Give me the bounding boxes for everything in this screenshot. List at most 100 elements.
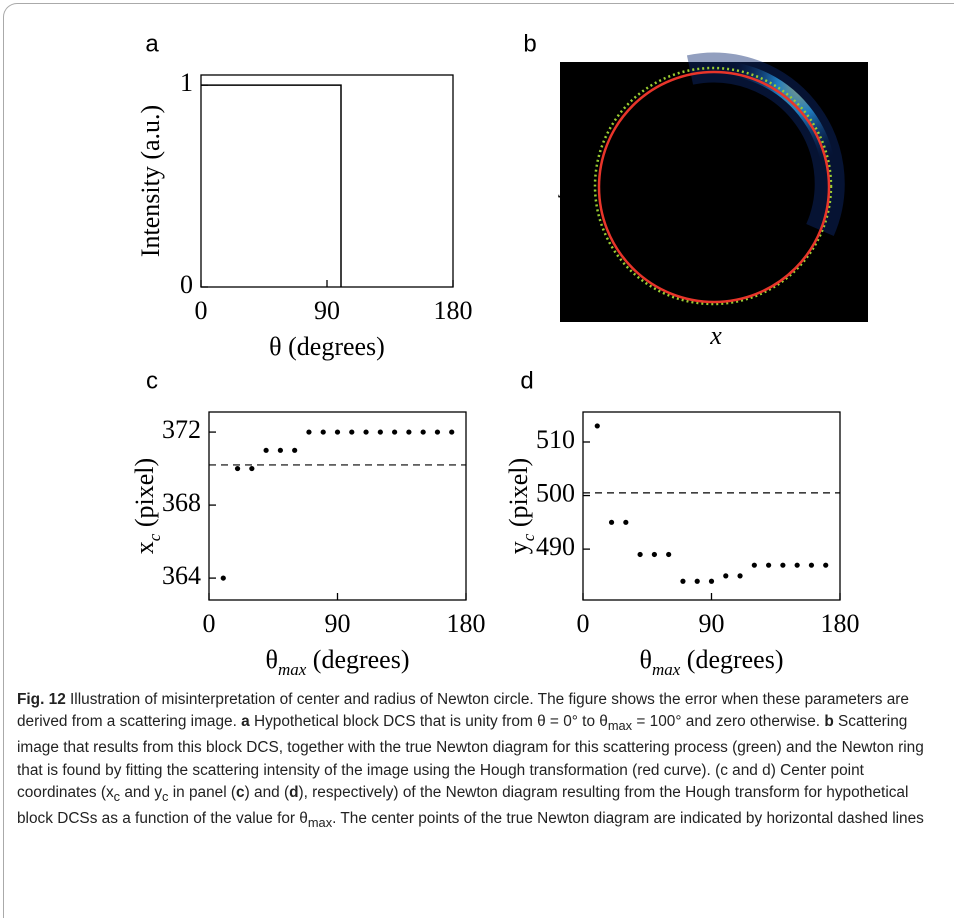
x-tick-label: 180	[821, 609, 860, 638]
newton-circle-fit	[597, 70, 831, 304]
y-tick-label: 372	[162, 415, 201, 444]
y-tick-label: 364	[162, 561, 201, 590]
data-point	[392, 429, 398, 435]
x-axis-label-main: x	[709, 321, 722, 350]
x-tick-label: 0	[195, 296, 208, 325]
caption-text: and y	[120, 783, 163, 801]
data-point	[434, 429, 441, 435]
caption-sub: c	[113, 788, 121, 804]
data-point	[780, 562, 786, 568]
caption-text: . The center points of the true Newton d…	[332, 810, 924, 828]
y-axis-label-main: x	[130, 541, 159, 554]
y-tick-label: 0	[180, 270, 193, 299]
x-axis-label-rest: (degrees)	[306, 645, 409, 674]
x-axis-label: θmax (degrees)	[639, 645, 783, 679]
data-point	[320, 429, 326, 435]
caption-text: ), respectively) of the Newton diagram r…	[17, 783, 909, 828]
y-tick-label: 1	[180, 68, 193, 97]
y-axis-label-main: Intensity (a.u.)	[136, 105, 165, 257]
data-point	[263, 447, 269, 453]
caption-ref: c	[236, 783, 245, 801]
caption-text: Illustration of misinterpretation of cen…	[17, 691, 909, 731]
data-point	[608, 519, 615, 525]
data-point	[306, 429, 312, 435]
plot-frame	[208, 411, 467, 601]
panel-letter: d	[520, 367, 533, 394]
panel-letter: b	[523, 30, 536, 57]
data-point	[234, 465, 241, 472]
x-axis-label-main: θ	[639, 645, 651, 674]
caption-ref: a	[241, 713, 250, 731]
x-tick-label: 0	[577, 609, 590, 638]
x-tick-label: 180	[434, 296, 473, 325]
x-tick-label: 90	[325, 609, 351, 638]
data-point	[651, 551, 657, 558]
data-point	[249, 465, 255, 472]
y-axis-label-sub: c	[519, 533, 538, 541]
data-point	[751, 562, 757, 568]
caption-text: ) and (	[244, 783, 290, 801]
caption-text: Hypothetical block DCS that is unity fro…	[249, 713, 608, 731]
x-tick-label: 90	[314, 296, 340, 325]
x-axis-label-sub: max	[278, 660, 307, 679]
data-point	[363, 429, 369, 435]
data-point	[737, 573, 743, 579]
y-axis-label-main: y	[557, 169, 572, 198]
y-axis-label: xc (pixel)	[130, 458, 164, 554]
data-point	[637, 551, 643, 558]
data-point	[708, 578, 715, 584]
data-point	[349, 429, 355, 435]
data-point	[377, 429, 383, 435]
scattering-image	[560, 62, 868, 322]
x-axis-label: θmax (degrees)	[265, 645, 409, 679]
caption: Fig. 12 Illustration of misinterpretatio…	[17, 689, 942, 834]
y-tick-label: 490	[536, 532, 575, 561]
caption-text: Scattering image that results from this …	[17, 713, 924, 801]
data-point	[794, 562, 800, 568]
data-point	[680, 578, 686, 584]
panel-letter: a	[145, 30, 159, 57]
x-tick-label: 90	[699, 609, 725, 638]
data-point	[420, 429, 426, 435]
data-point	[406, 429, 412, 435]
data-line	[201, 84, 342, 287]
newton-circle-true	[593, 66, 833, 306]
caption-ref: b	[824, 713, 834, 731]
data-point	[723, 573, 729, 579]
y-axis-label-main: y	[504, 541, 533, 554]
data-point	[594, 423, 600, 429]
data-point	[449, 429, 455, 435]
y-axis-label-rest: (pixel)	[130, 458, 159, 534]
data-point	[666, 551, 672, 558]
data-point	[823, 562, 829, 568]
x-axis-label-main: θ	[265, 645, 277, 674]
x-axis-label-rest: (degrees)	[282, 332, 385, 361]
data-point	[623, 519, 629, 525]
x-axis-label: x	[709, 321, 722, 350]
x-axis-label-sub: max	[652, 660, 681, 679]
x-axis-label-main: θ	[269, 332, 281, 361]
caption-sub: c	[162, 788, 169, 804]
data-point	[292, 447, 298, 453]
data-point	[808, 562, 815, 568]
x-tick-label: 180	[447, 609, 486, 638]
plot-frame	[200, 74, 454, 288]
y-axis-label-rest: (pixel)	[504, 458, 533, 534]
data-point	[277, 447, 283, 453]
y-axis-label-sub: c	[145, 533, 164, 541]
caption-text: = 100° and zero otherwise.	[632, 713, 825, 731]
x-tick-label: 0	[203, 609, 216, 638]
x-axis-label-rest: (degrees)	[680, 645, 783, 674]
panel-letter: c	[146, 367, 158, 394]
y-axis-label: y	[557, 169, 572, 198]
caption-sub: max	[607, 718, 633, 734]
y-axis-label: yc (pixel)	[504, 458, 538, 554]
caption-ref: d	[289, 783, 299, 801]
data-point	[220, 575, 226, 581]
data-point	[766, 562, 772, 568]
figure-border	[3, 3, 954, 918]
caption-sub: max	[307, 815, 333, 831]
data-point	[334, 429, 341, 435]
